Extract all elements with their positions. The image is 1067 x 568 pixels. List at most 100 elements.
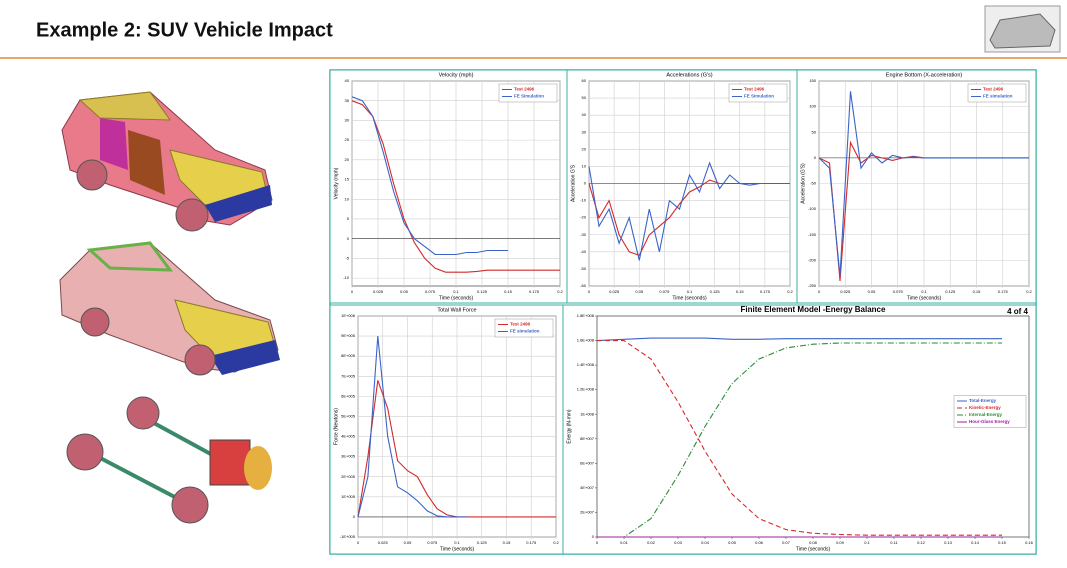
x-tick-label: 0.15 (998, 540, 1007, 545)
y-tick-label: 50 (812, 129, 817, 134)
chart: Velocity (mph) -10 -5 0 5 10 15 20 25 30 35 40 0 0.02… (329, 69, 568, 304)
legend-label: Test 2496 (514, 87, 535, 92)
slide-title: Example 2: SUV Vehicle Impact (36, 19, 333, 41)
y-tick-label: 35 (345, 98, 350, 103)
x-tick-label: 0.1 (687, 289, 693, 294)
suv-body-image (61, 91, 273, 232)
x-tick-label: 0 (596, 540, 599, 545)
series-line (588, 161, 790, 261)
x-tick-label: 0.2 (553, 540, 559, 545)
chart-title: Total Wall Force (437, 307, 476, 313)
y-tick-label: 7E+005 (341, 373, 356, 378)
y-tick-label: 5E+005 (341, 414, 356, 419)
y-tick-label: 50 (582, 95, 587, 100)
x-tick-label: 0.125 (477, 289, 488, 294)
chart-title: Finite Element Model -Energy Balance (741, 305, 886, 314)
x-tick-label: 0.175 (529, 289, 540, 294)
x-axis-label: Time (seconds) (907, 295, 942, 301)
x-tick-label: 0.025 (609, 289, 620, 294)
engine (209, 439, 251, 486)
x-tick-label: 0 (357, 540, 360, 545)
x-tick-label: 0.06 (755, 540, 764, 545)
y-tick-label: 4E+007 (580, 485, 595, 490)
wheel (184, 344, 216, 376)
y-tick-label: 1.8E+008 (577, 313, 595, 318)
x-tick-label: 0.05 (728, 540, 737, 545)
x-tick-label: 0.16 (1025, 540, 1034, 545)
x-tick-label: 0.175 (998, 289, 1009, 294)
x-tick-label: 0.125 (710, 289, 721, 294)
y-tick-label: 4E+005 (341, 434, 356, 439)
wheel (80, 307, 110, 337)
x-tick-label: 0.08 (809, 540, 818, 545)
y-tick-label: 6E+005 (341, 393, 356, 398)
y-tick-label: -50 (810, 181, 817, 186)
x-tick-label: 0.175 (760, 289, 771, 294)
y-tick-label: 1E+005 (341, 494, 356, 499)
page-number: 4 of 4 (1007, 307, 1028, 316)
y-tick-label: -40 (580, 249, 587, 254)
thumbnail (984, 5, 1061, 53)
x-tick-label: 0.2 (557, 289, 563, 294)
y-tick-label: 1.2E+008 (577, 387, 595, 392)
y-tick-label: 0 (584, 181, 587, 186)
x-tick-label: 0.03 (674, 540, 683, 545)
x-tick-label: 0.05 (404, 540, 413, 545)
x-tick-label: 0 (588, 289, 591, 294)
y-tick-label: 15 (345, 177, 350, 182)
y-tick-label: 0 (592, 534, 595, 539)
series-line (351, 100, 560, 273)
x-axis-label: Time (seconds) (439, 295, 474, 301)
y-tick-label: 2E+005 (341, 474, 356, 479)
y-tick-label: -200 (808, 257, 817, 262)
x-tick-label: 0.025 (840, 289, 851, 294)
x-tick-label: 0.075 (425, 289, 436, 294)
thumbnail-car (989, 13, 1056, 49)
x-tick-label: 0.2 (1026, 289, 1032, 294)
x-tick-label: 0.1 (454, 540, 460, 545)
wheel (126, 396, 160, 430)
y-tick-label: 0 (814, 155, 817, 160)
y-tick-label: 100 (809, 104, 816, 109)
y-tick-label: -10 (343, 275, 350, 280)
car-door (100, 118, 128, 170)
x-tick-label: 0.15 (736, 289, 745, 294)
x-axis-label: Time (seconds) (440, 546, 475, 552)
y-tick-label: 3E+005 (341, 454, 356, 459)
x-tick-label: 0.075 (659, 289, 670, 294)
legend-label: Kinetic-Energy (969, 405, 1001, 410)
y-tick-label: 2E+007 (580, 510, 595, 515)
chart: Engine Bottom (X-acceleration) -250 -200 -1… (796, 69, 1037, 304)
y-tick-label: -1E+005 (340, 534, 356, 539)
y-tick-label: 6E+007 (580, 460, 595, 465)
x-tick-label: 0.175 (526, 540, 537, 545)
y-tick-label: 25 (345, 137, 350, 142)
suv-frame-image (59, 241, 280, 376)
x-tick-label: 0 (818, 289, 821, 294)
x-tick-label: 0.075 (893, 289, 904, 294)
legend-box (494, 318, 554, 338)
chart: Finite Element Model -Energy Balance 0 2E+… (562, 304, 1037, 555)
legend-label: Test 2496 (983, 87, 1004, 92)
y-tick-label: 1E+008 (580, 411, 595, 416)
car-roof (78, 91, 171, 121)
x-tick-label: 0.125 (945, 289, 956, 294)
wheel (175, 198, 209, 232)
chassis-rail (84, 448, 191, 507)
y-axis-label: Velocity (mph) (333, 167, 339, 199)
y-tick-label: 8E+005 (341, 353, 356, 358)
legend-box (967, 83, 1027, 103)
y-tick-label: -20 (580, 215, 587, 220)
chart: Accelerations (G's) -60 -50 -40 -30 -20 -10 0 10… (566, 69, 798, 304)
y-tick-label: 0 (347, 236, 350, 241)
x-tick-label: 0.05 (635, 289, 644, 294)
y-tick-label: -100 (808, 206, 817, 211)
y-axis-label: Energy (N-mm) (566, 409, 572, 444)
car-bumper (205, 185, 272, 222)
x-tick-label: 0.025 (378, 540, 389, 545)
x-tick-label: 0.02 (647, 540, 656, 545)
y-tick-label: 5 (347, 216, 350, 221)
legend-label: Total-Energy (969, 398, 997, 403)
